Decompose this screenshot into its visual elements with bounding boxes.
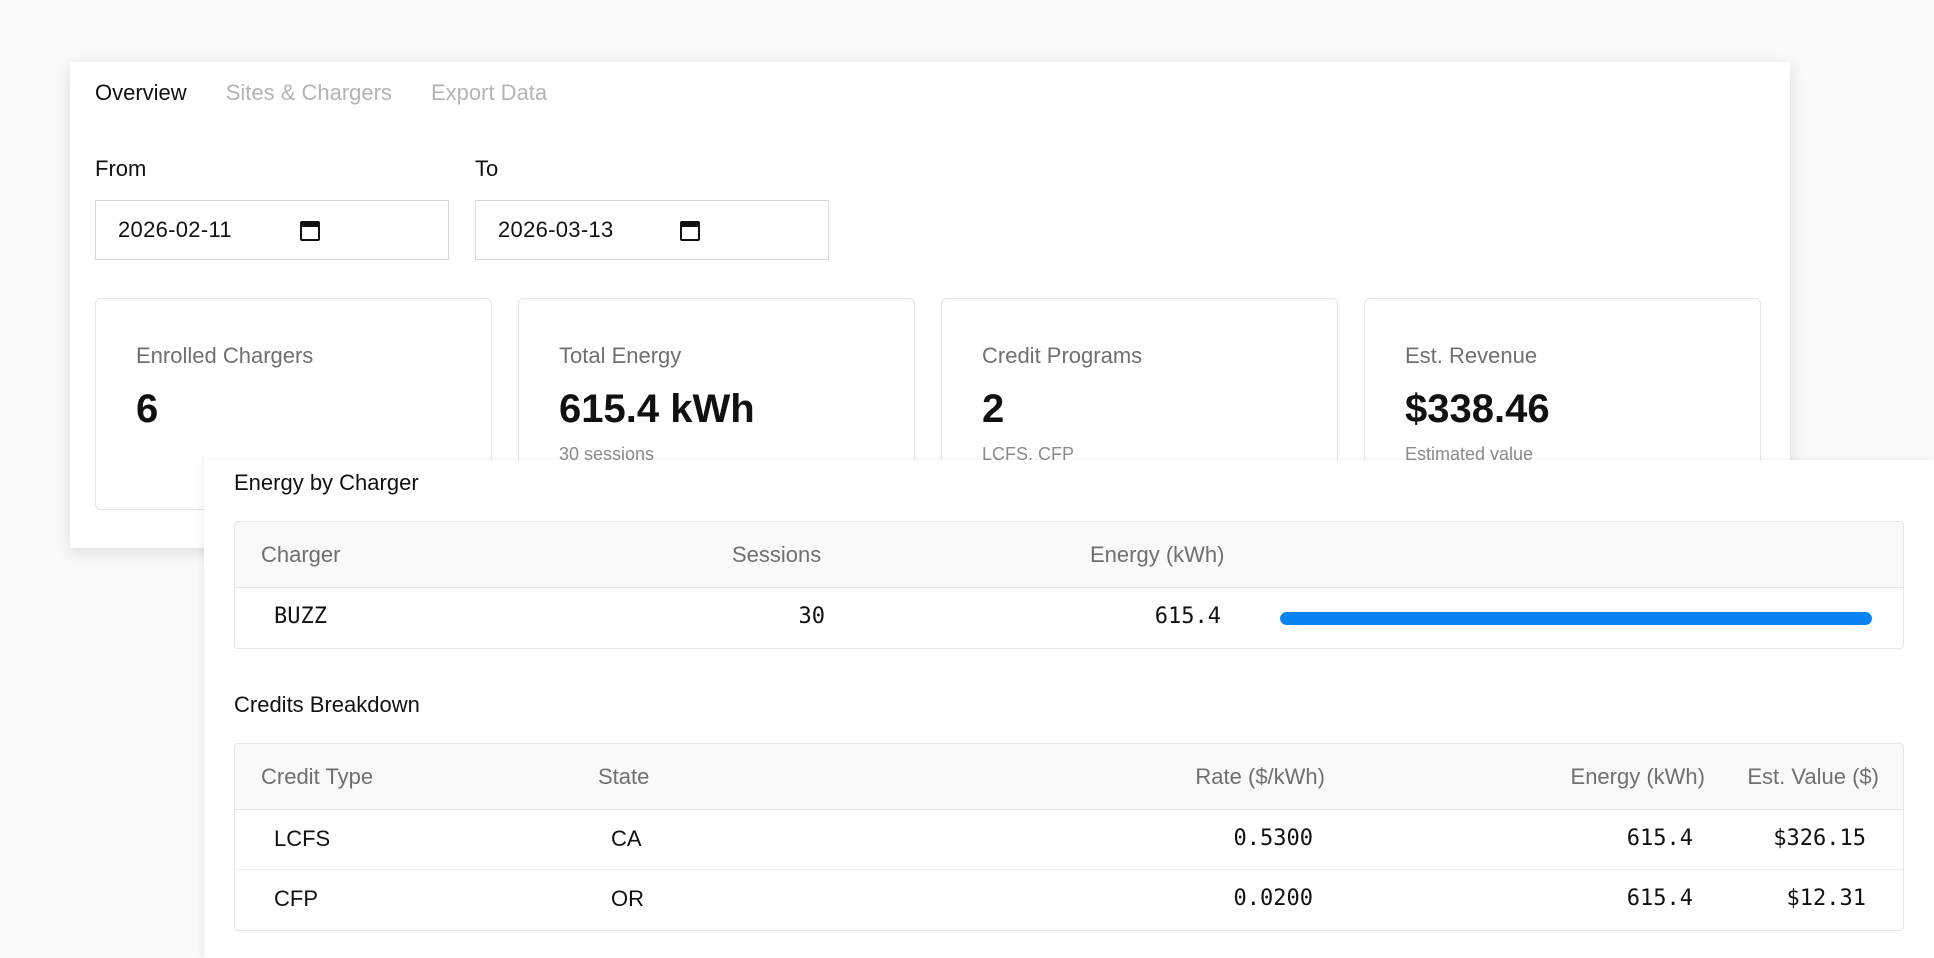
- table-header: Credit Type State Rate ($/kWh) Energy (k…: [235, 744, 1903, 810]
- credit-type: LCFS: [274, 826, 331, 851]
- energy-by-charger-title: Energy by Charger: [234, 470, 419, 495]
- stat-label: Credit Programs: [982, 343, 1143, 368]
- stat-sub: LCFS, CFP: [982, 444, 1075, 464]
- credit-rate: 0.5300: [1233, 826, 1313, 851]
- charger-name: BUZZ: [274, 604, 327, 629]
- energy-share-fill: [1280, 612, 1872, 625]
- charger-energy: 615.4: [1154, 604, 1221, 629]
- credit-state: OR: [611, 886, 644, 911]
- to-date-value: 2026-03-13: [498, 217, 614, 242]
- stat-value: 2: [982, 387, 1005, 431]
- credits-breakdown-table: Credit Type State Rate ($/kWh) Energy (k…: [234, 743, 1904, 931]
- tab-sites-chargers[interactable]: Sites & Chargers: [225, 80, 392, 105]
- stat-value: 615.4 kWh: [559, 387, 755, 431]
- credit-energy: 615.4: [1626, 886, 1693, 911]
- stat-sub: Estimated value: [1405, 444, 1534, 464]
- energy-share-bar: [1280, 612, 1872, 625]
- energy-by-charger-table: Charger Sessions Energy (kWh) BUZZ 30 61…: [234, 521, 1904, 649]
- charger-sessions: 30: [798, 604, 826, 629]
- from-date-value: 2026-02-11: [118, 217, 232, 242]
- header-credit-type: Credit Type: [261, 764, 374, 789]
- stat-label: Enrolled Chargers: [136, 343, 314, 368]
- credit-value: $326.15: [1773, 826, 1866, 851]
- stat-label: Est. Revenue: [1405, 343, 1538, 368]
- table-row: LCFS CA 0.5300 615.4 $326.15: [235, 810, 1903, 870]
- calendar-icon[interactable]: [300, 221, 320, 241]
- credit-value: $12.31: [1786, 886, 1866, 911]
- header-energy: Energy (kWh): [1570, 764, 1705, 789]
- to-label: To: [475, 156, 499, 181]
- to-date-input[interactable]: 2026-03-13: [475, 200, 829, 260]
- stat-value: 6: [136, 387, 159, 431]
- calendar-icon[interactable]: [680, 221, 700, 241]
- tab-export-data[interactable]: Export Data: [430, 80, 548, 105]
- credit-type: CFP: [274, 886, 318, 911]
- stat-label: Total Energy: [559, 343, 682, 368]
- table-row: BUZZ 30 615.4: [235, 588, 1903, 648]
- header-sessions: Sessions: [732, 542, 822, 567]
- tab-bar: Overview Sites & Chargers Export Data: [95, 80, 547, 106]
- credit-state: CA: [611, 826, 642, 851]
- header-energy: Energy (kWh): [1090, 542, 1225, 567]
- header-charger: Charger: [261, 542, 341, 567]
- table-header: Charger Sessions Energy (kWh): [235, 522, 1903, 588]
- header-rate: Rate ($/kWh): [1195, 764, 1325, 789]
- tab-overview[interactable]: Overview: [95, 80, 187, 105]
- table-row: CFP OR 0.0200 615.4 $12.31: [235, 870, 1903, 930]
- from-label: From: [95, 156, 147, 181]
- stat-sub: 30 sessions: [559, 444, 655, 464]
- details-panel: Energy by Charger Charger Sessions Energ…: [204, 460, 1934, 958]
- credits-breakdown-title: Credits Breakdown: [234, 692, 420, 717]
- stat-value: $338.46: [1405, 387, 1550, 431]
- header-est-value: Est. Value ($): [1747, 764, 1879, 789]
- header-state: State: [598, 764, 650, 789]
- credit-rate: 0.0200: [1233, 886, 1313, 911]
- from-date-input[interactable]: 2026-02-11: [95, 200, 449, 260]
- credit-energy: 615.4: [1626, 826, 1693, 851]
